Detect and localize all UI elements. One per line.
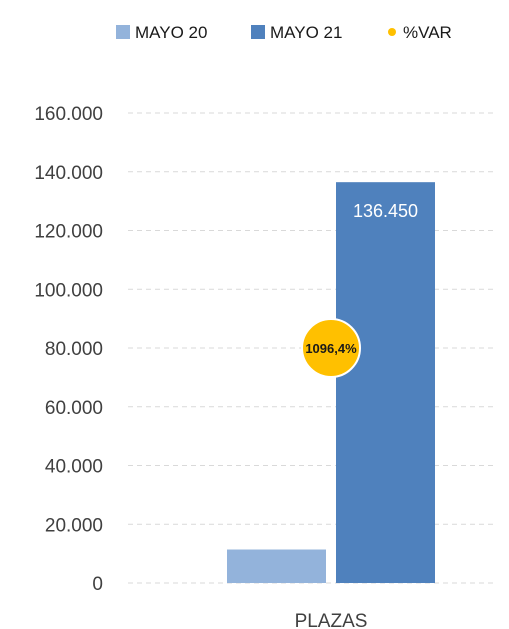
var-marker-label: 1096,4% <box>305 341 357 356</box>
bar-mayo-20 <box>227 549 326 583</box>
var-marker <box>301 318 361 378</box>
bar-value-label: 136.450 <box>353 201 418 221</box>
bars: 136.450 <box>227 182 435 583</box>
y-tick-label: 60.000 <box>45 398 103 419</box>
legend-label: %VAR <box>403 23 452 42</box>
legend-swatch <box>251 25 265 39</box>
y-tick-label: 20.000 <box>45 515 103 536</box>
y-tick-label: 140.000 <box>34 163 103 184</box>
x-tick-label: PLAZAS <box>295 611 368 629</box>
legend-swatch <box>116 25 130 39</box>
legend: MAYO 20 MAYO 21 %VAR <box>116 23 452 42</box>
bar-mayo-21 <box>336 182 435 583</box>
y-tick-label: 120.000 <box>34 222 103 243</box>
legend-label: MAYO 20 <box>135 23 207 42</box>
legend-label: MAYO 21 <box>270 23 342 42</box>
x-axis: PLAZAS <box>295 611 368 629</box>
y-tick-label: 0 <box>92 574 103 595</box>
markers: 1096,4% <box>301 318 361 378</box>
y-tick-label: 80.000 <box>45 339 103 360</box>
y-tick-label: 160.000 <box>34 104 103 125</box>
y-tick-label: 100.000 <box>34 280 103 301</box>
y-tick-label: 40.000 <box>45 457 103 478</box>
y-axis: 0 20.000 40.000 60.000 80.000 100.000 120.000 1… <box>34 104 103 595</box>
legend-swatch <box>388 28 396 36</box>
